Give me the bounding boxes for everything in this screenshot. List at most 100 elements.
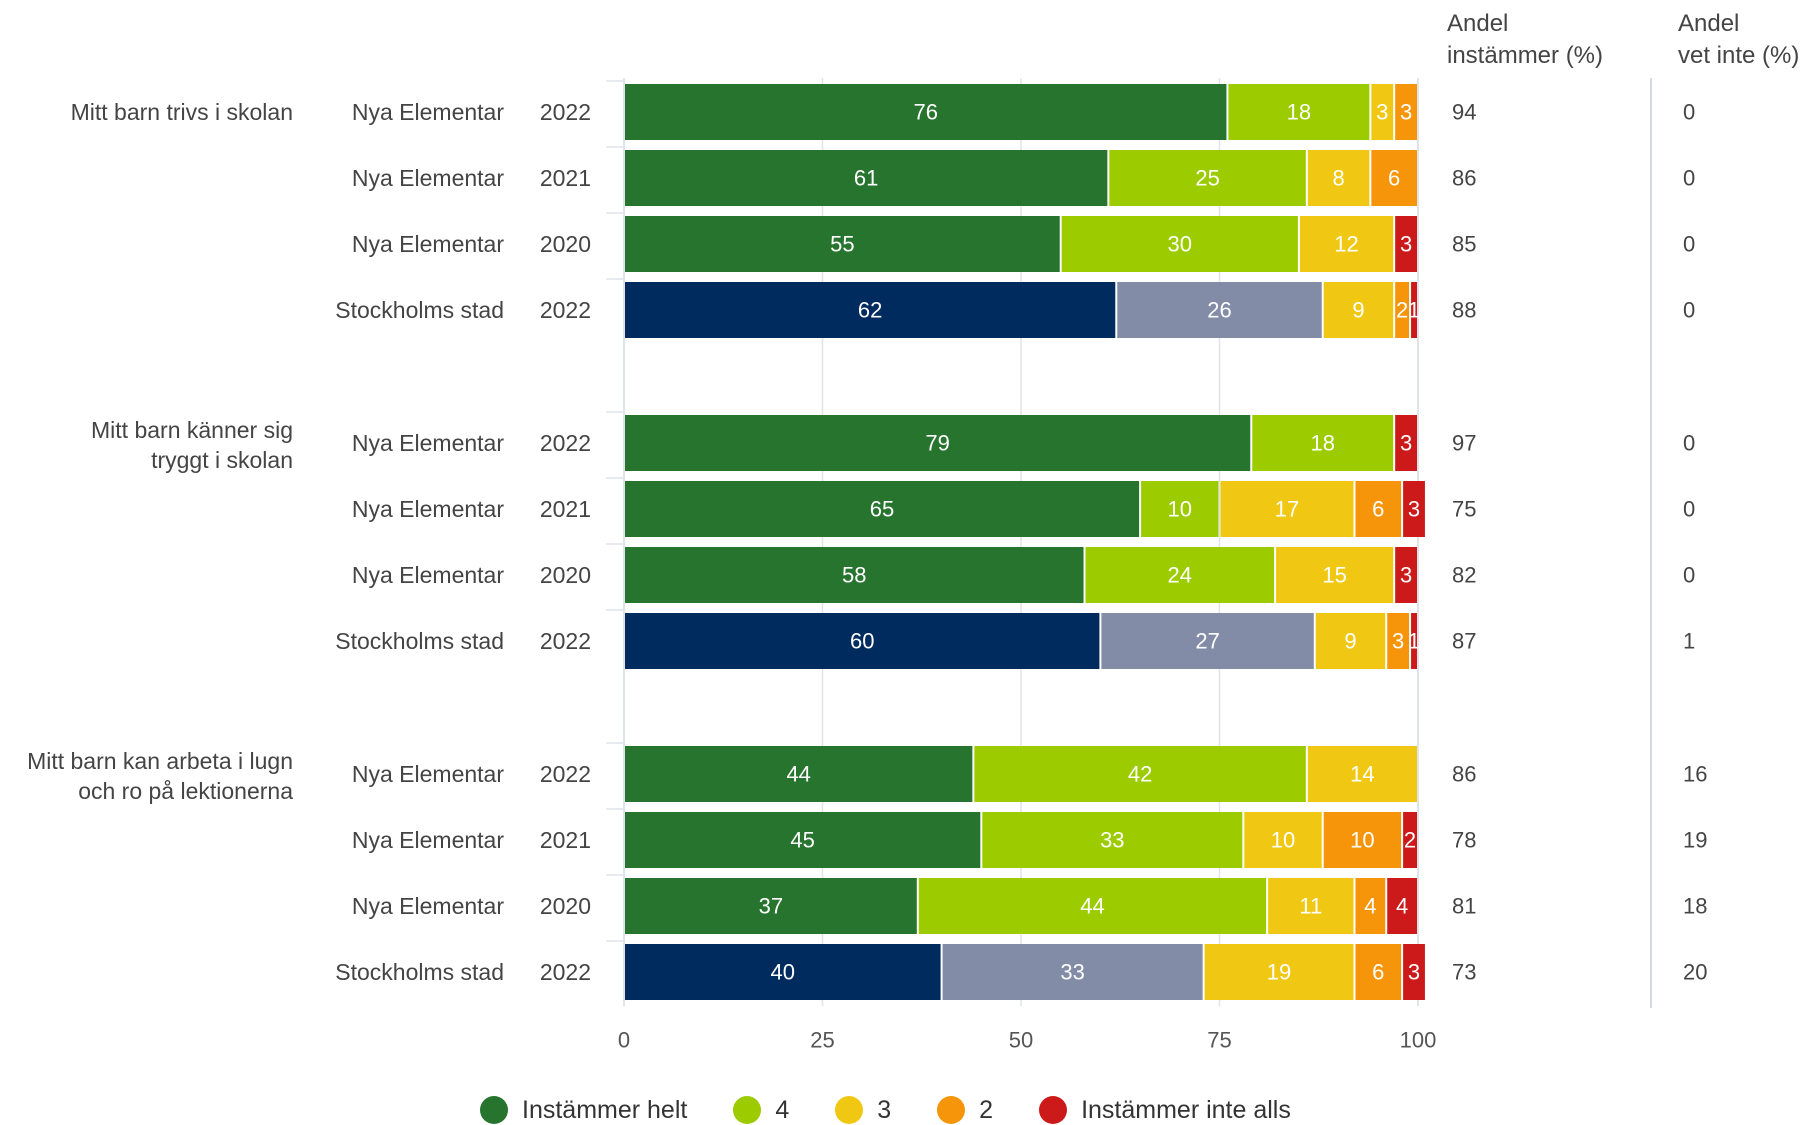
row-year-label: 2022 <box>540 628 591 654</box>
bar-segment-label: 1 <box>1408 629 1420 654</box>
bar-segment-label: 1 <box>1408 298 1420 323</box>
bar-segment-label: 3 <box>1392 629 1404 654</box>
bar-segment-3 <box>1276 547 1394 603</box>
legend-label-4: 4 <box>775 1095 790 1124</box>
row-year-label: 2022 <box>540 99 591 125</box>
header-andel-instammer: Andel instämmer (%) <box>1447 8 1603 72</box>
legend-item-instammer-inte-alls: Instämmer inte alls <box>1039 1096 1291 1125</box>
bar-segment-2 <box>1355 481 1402 537</box>
legend-item-instammer-helt: Instämmer helt <box>480 1096 687 1125</box>
bar-segment-label: 30 <box>1168 232 1192 257</box>
bar-segment-instämmer-helt <box>625 878 917 934</box>
bar-segment-label: 26 <box>1207 298 1231 323</box>
question-label: Mitt barn känner sig <box>91 417 293 443</box>
bar-segment-label: 10 <box>1350 828 1374 853</box>
row-school-label: Nya Elementar <box>352 231 504 257</box>
bar-segment-4 <box>1228 84 1370 140</box>
legend-label-instammer-helt: Instämmer helt <box>522 1095 688 1124</box>
bar-segment-4 <box>942 944 1203 1000</box>
bar-segment-label: 8 <box>1332 166 1344 191</box>
bar-segment-4 <box>1101 613 1314 669</box>
bar-segment-instämmer-helt <box>625 613 1100 669</box>
bar-segment-4 <box>1085 547 1275 603</box>
row-year-label: 2020 <box>540 562 591 588</box>
bar-segment-label: 3 <box>1400 431 1412 456</box>
andel-vet-inte-value: 0 <box>1683 298 1695 323</box>
row-school-label: Nya Elementar <box>352 893 504 919</box>
andel-instammer-value: 86 <box>1452 762 1476 787</box>
bar-segment-label: 60 <box>850 629 874 654</box>
bar-segment-label: 3 <box>1400 563 1412 588</box>
row-year-label: 2021 <box>540 496 591 522</box>
bar-segment-label: 3 <box>1408 960 1420 985</box>
bar-segment-4 <box>982 812 1243 868</box>
andel-instammer-value: 87 <box>1452 629 1476 654</box>
bar-segment-3 <box>1307 150 1370 206</box>
bar-segment-label: 4 <box>1396 894 1408 919</box>
bar-segment-label: 18 <box>1287 100 1311 125</box>
andel-instammer-value: 73 <box>1452 960 1476 985</box>
bar-segment-label: 10 <box>1168 497 1192 522</box>
bar-segment-4 <box>1141 481 1219 537</box>
andel-vet-inte-value: 0 <box>1683 431 1695 456</box>
chart-legend: Instämmer helt 4 3 2 Instämmer inte alls <box>480 1095 1337 1125</box>
bar-segment-instämmer-inte-alls <box>1403 812 1417 868</box>
bar-segment-4 <box>1061 216 1298 272</box>
legend-label-2: 2 <box>979 1095 994 1124</box>
andel-vet-inte-value: 0 <box>1683 497 1695 522</box>
question-label: och ro på lektionerna <box>78 778 293 804</box>
bar-segment-label: 12 <box>1334 232 1358 257</box>
bar-segment-3 <box>1299 216 1394 272</box>
row-year-label: 2021 <box>540 827 591 853</box>
legend-item-2: 2 <box>937 1096 993 1125</box>
bar-segment-label: 37 <box>759 894 783 919</box>
andel-instammer-value: 82 <box>1452 563 1476 588</box>
bar-segment-3 <box>1371 84 1394 140</box>
row-year-label: 2020 <box>540 231 591 257</box>
bar-segment-instämmer-inte-alls <box>1395 415 1417 471</box>
bar-segment-label: 2 <box>1404 828 1416 853</box>
bar-segment-instämmer-helt <box>625 812 981 868</box>
legend-label-instammer-inte-alls: Instämmer inte alls <box>1081 1095 1291 1124</box>
bar-segment-instämmer-helt <box>625 547 1084 603</box>
andel-instammer-value: 81 <box>1452 894 1476 919</box>
bar-segment-label: 61 <box>854 166 878 191</box>
bar-segment-2 <box>1395 282 1410 338</box>
legend-item-3: 3 <box>835 1096 891 1125</box>
bar-segment-label: 62 <box>858 298 882 323</box>
bar-segment-label: 79 <box>925 431 949 456</box>
bar-segment-label: 3 <box>1400 232 1412 257</box>
question-label: tryggt i skolan <box>151 447 293 473</box>
bar-segment-label: 76 <box>913 100 937 125</box>
bar-segment-label: 9 <box>1352 298 1364 323</box>
row-year-label: 2021 <box>540 165 591 191</box>
andel-instammer-value: 86 <box>1452 166 1476 191</box>
x-tick-label-50: 50 <box>1009 1028 1033 1053</box>
row-school-label: Stockholms stad <box>335 628 504 654</box>
legend-swatch-instammer-helt <box>480 1096 508 1124</box>
bar-segment-2 <box>1387 613 1410 669</box>
bar-segment-label: 18 <box>1310 431 1334 456</box>
x-tick-label-100: 100 <box>1400 1028 1437 1053</box>
legend-swatch-instammer-inte-alls <box>1039 1096 1068 1124</box>
andel-instammer-value: 75 <box>1452 497 1476 522</box>
bar-segment-label: 55 <box>830 232 854 257</box>
andel-vet-inte-value: 0 <box>1683 232 1695 257</box>
bar-segment-label: 25 <box>1195 166 1219 191</box>
bar-segment-3 <box>1315 613 1386 669</box>
question-label: Mitt barn kan arbeta i lugn <box>27 748 293 774</box>
bar-segment-instämmer-inte-alls <box>1395 547 1417 603</box>
bar-segment-label: 42 <box>1128 762 1152 787</box>
bar-segment-label: 15 <box>1322 563 1346 588</box>
bar-segment-label: 33 <box>1060 960 1084 985</box>
legend-item-4: 4 <box>733 1096 789 1125</box>
bar-segment-3 <box>1307 746 1417 802</box>
andel-vet-inte-value: 1 <box>1683 629 1695 654</box>
bar-segment-label: 3 <box>1408 497 1420 522</box>
bar-segment-4 <box>918 878 1267 934</box>
row-school-label: Nya Elementar <box>352 562 504 588</box>
bar-segment-instämmer-inte-alls <box>1403 944 1425 1000</box>
andel-instammer-value: 94 <box>1452 100 1476 125</box>
header-andel-instammer-line1: Andel <box>1447 10 1509 37</box>
bar-segment-label: 40 <box>771 960 795 985</box>
